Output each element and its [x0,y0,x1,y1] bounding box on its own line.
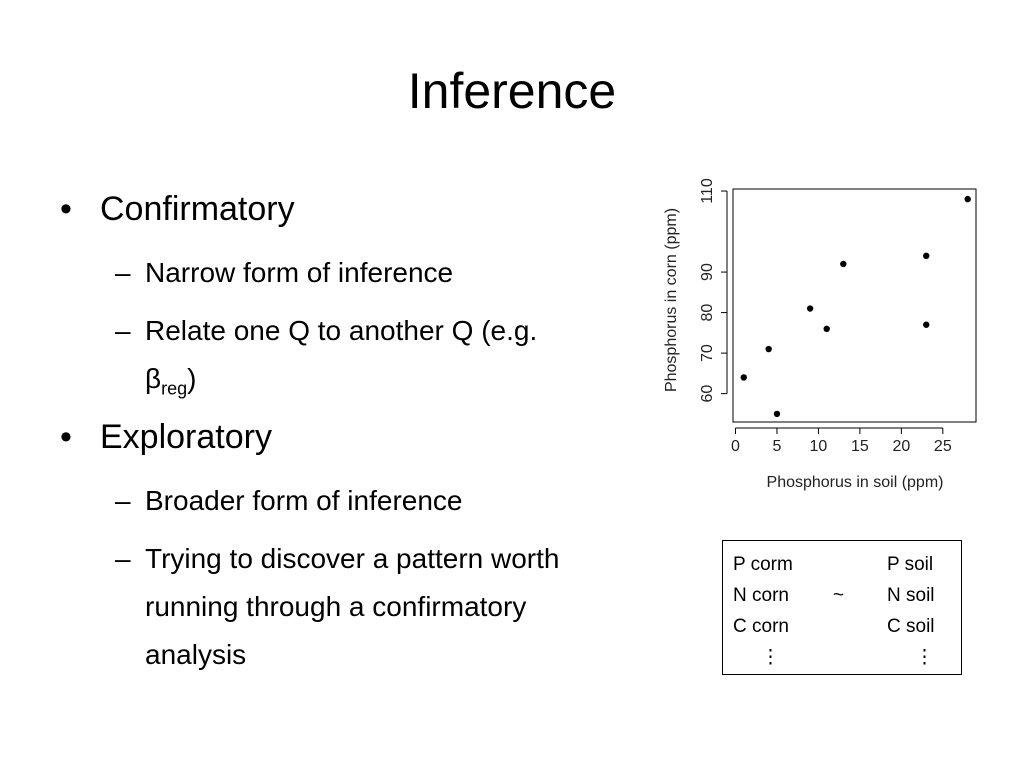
plot-frame [732,188,977,423]
point [923,252,930,260]
box-item: P corm [733,554,793,575]
point [773,410,781,418]
x-tick-label: 10 [810,438,828,455]
x-tick-label: 0 [731,438,740,455]
point [823,325,830,332]
bullet-text: Confirmatory [100,190,295,228]
sub-bullet-text: Trying to discover a pattern worth runni… [145,543,560,670]
y-tick-label: 60 [699,385,716,403]
point [964,195,971,203]
x-tick-label: 5 [773,438,782,455]
sub-bullet: – Narrow form of inference [115,249,585,297]
right-column: P soil N soil C soil ⋮ [887,549,935,673]
box-item: C corn [733,616,789,637]
y-tick-label: 80 [699,304,716,322]
box-item: ⋮ [915,647,934,668]
point [840,260,847,268]
point [806,305,814,312]
point [765,345,772,353]
slide-title: Inference [407,63,617,119]
box-item: N corn [733,585,789,606]
box-item: N soil [887,585,935,606]
x-tick-label: 20 [892,438,910,455]
x-tick-label: 15 [851,438,869,455]
y-tick-label: 110 [699,178,716,204]
y-axis-label: Phosphorus in corn (ppm) [663,208,680,392]
sub-bullet: – Broader form of inference [115,477,585,525]
subscript: reg [161,378,188,399]
tilde: ~ [833,585,845,606]
text: Relate one Q to another Q (e.g. β [145,315,538,394]
chart: Phosphorus in soil (ppm) Phosphorus in c… [663,178,977,491]
sub-bullet: – Relate one Q to another Q (e.g. βreg) [115,307,585,413]
sub-bullet-text: Broader form of inference [145,485,463,516]
point [740,374,747,381]
left-column: P corm N corn C corn ⋮ [733,549,793,673]
x-tick-label: 25 [934,438,952,455]
box-item: P soil [887,554,934,575]
sub-bullet: – Trying to discover a pattern worth runn… [115,535,585,679]
box-item: C soil [887,616,935,637]
sub-bullet-text: Relate one Q to another Q (e.g. βreg) [145,307,585,413]
x-axis-label: Phosphorus in soil (ppm) [767,474,944,491]
point [923,321,930,328]
variable-box: P corm N corn C corn ⋮ ~ P soil N soil C soil… [722,540,962,675]
text: ) [187,363,197,394]
box-item: ⋮ [761,647,780,668]
sub-bullet-text: Narrow form of inference [145,257,454,288]
y-tick-label: 70 [699,344,716,362]
bullet-text: Exploratory [100,418,272,456]
y-tick-label: 90 [699,263,716,281]
